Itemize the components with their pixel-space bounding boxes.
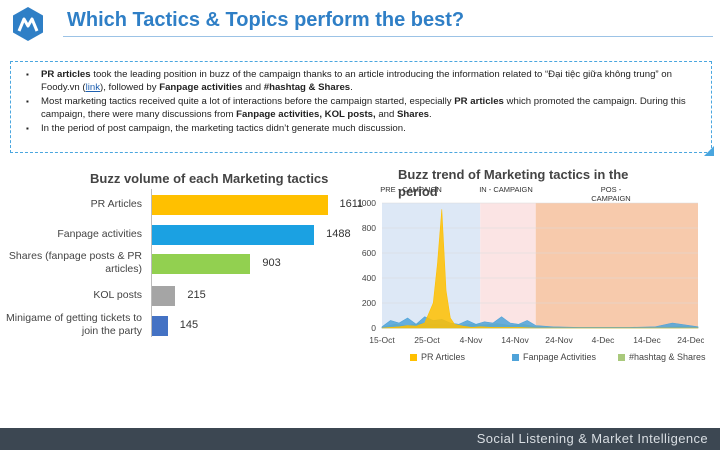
phase-label: POS - CAMPAIGN — [591, 185, 631, 203]
bar-label: Shares (fanpage posts & PR articles) — [8, 250, 142, 275]
bar-value-label: 215 — [187, 289, 206, 301]
bar-value-label: 145 — [179, 319, 199, 331]
bar-label: Fanpage activities — [57, 228, 142, 240]
bar-chart-title: Buzz volume of each Marketing tactics — [90, 171, 329, 186]
bar-label: Minigame of getting tickets to join the … — [6, 312, 142, 337]
insight-bullet-3: In the period of post campaign, the mark… — [26, 122, 701, 136]
y-tick-label: 600 — [362, 248, 376, 258]
bar-value-label: 1488 — [326, 228, 351, 240]
x-tick-label: 15-Oct — [369, 335, 395, 345]
bar-label: KOL posts — [93, 289, 142, 301]
bar-value-label: 903 — [262, 257, 281, 269]
y-tick-label: 0 — [371, 323, 376, 333]
bar — [152, 195, 328, 215]
bar-value-label: 1611 — [339, 198, 364, 210]
x-tick-label: 24-Nov — [545, 335, 573, 345]
bar — [152, 254, 251, 274]
bar — [152, 225, 315, 245]
y-tick-label: 400 — [362, 273, 376, 283]
bar-chart-axis — [151, 189, 152, 337]
x-tick-label: 24-Dec — [677, 335, 704, 345]
bar-label: PR Articles — [90, 198, 142, 210]
legend-item: PR Articles — [410, 352, 465, 362]
footer-bar: Social Listening & Market Intelligence — [0, 428, 720, 450]
legend-item: #hashtag & Shares — [618, 352, 706, 362]
phase-label: PRE - CAMPAIGN — [380, 185, 442, 194]
x-tick-label: 25-Oct — [414, 335, 440, 345]
source-link[interactable]: link — [85, 82, 101, 94]
phase-band — [382, 203, 481, 328]
brand-logo-icon — [13, 7, 43, 41]
legend-label: PR Articles — [421, 352, 466, 362]
page-title: Which Tactics & Topics perform the best? — [67, 9, 465, 31]
x-tick-label: 4-Nov — [460, 335, 483, 345]
y-tick-label: 1000 — [357, 198, 376, 208]
phase-band — [535, 203, 698, 328]
trend-chart: 0 200 400 600 800 1000 15-Oct 25-Oct 4-Nov 14-Nov… — [357, 198, 704, 345]
series-area — [381, 209, 698, 329]
bar — [152, 286, 176, 306]
bar — [152, 316, 168, 336]
legend-swatch — [512, 354, 519, 362]
legend-label: Fanpage Activities — [523, 352, 597, 362]
footer-tagline: Social Listening & Market Intelligence — [476, 431, 708, 446]
title-divider — [63, 36, 713, 37]
corner-arrow-icon — [704, 146, 714, 156]
legend-item: Fanpage Activities — [512, 352, 596, 362]
insight-bullet-2: Most marketing tactics received quite a … — [26, 95, 701, 122]
phase-label: IN - CAMPAIGN — [479, 185, 533, 194]
x-tick-label: 14-Nov — [501, 335, 529, 345]
legend-swatch — [410, 354, 417, 362]
x-tick-label: 4-Dec — [592, 335, 615, 345]
trend-chart-title: Buzz trend of Marketing tactics in the p… — [398, 167, 629, 199]
insights-box: PR articles took the leading position in… — [10, 61, 714, 156]
y-tick-label: 200 — [362, 298, 376, 308]
legend-label: #hashtag & Shares — [629, 352, 706, 362]
x-tick-label: 14-Dec — [633, 335, 661, 345]
series-area — [381, 316, 699, 329]
legend-swatch — [618, 354, 625, 362]
insight-bullet-1: PR articles took the leading position in… — [26, 68, 701, 95]
phase-band — [480, 203, 536, 328]
y-tick-label: 800 — [362, 223, 376, 233]
